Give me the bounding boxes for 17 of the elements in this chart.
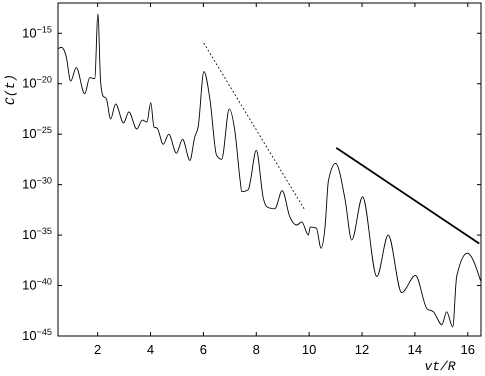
x-tick-label: 10 bbox=[302, 342, 316, 357]
y-tick-label: 10$^{−15}$ bbox=[22, 24, 52, 40]
x-tick-label: 12 bbox=[354, 342, 370, 357]
x-tick-label: 2 bbox=[94, 342, 102, 357]
y-tick-label: 10$^{−45}$ bbox=[22, 327, 52, 343]
x-tick-label: 8 bbox=[252, 342, 260, 357]
x-axis-title: vt/R bbox=[424, 359, 456, 374]
y-tick-label: 10$^{−40}$ bbox=[22, 276, 52, 293]
y-tick-label: 10$^{−25}$ bbox=[22, 125, 52, 142]
y-axis-title: C(t) bbox=[3, 74, 18, 106]
y-tick-label: 10$^{−35}$ bbox=[22, 226, 52, 242]
y-tick-label: 10$^{−20}$ bbox=[22, 74, 52, 91]
x-tick-label: 16 bbox=[460, 342, 476, 357]
x-tick-label: 6 bbox=[200, 342, 208, 357]
y-tick-label: 10$^{−30}$ bbox=[22, 176, 52, 192]
x-tick-label: 4 bbox=[146, 342, 154, 357]
x-tick-label: 14 bbox=[408, 342, 422, 357]
